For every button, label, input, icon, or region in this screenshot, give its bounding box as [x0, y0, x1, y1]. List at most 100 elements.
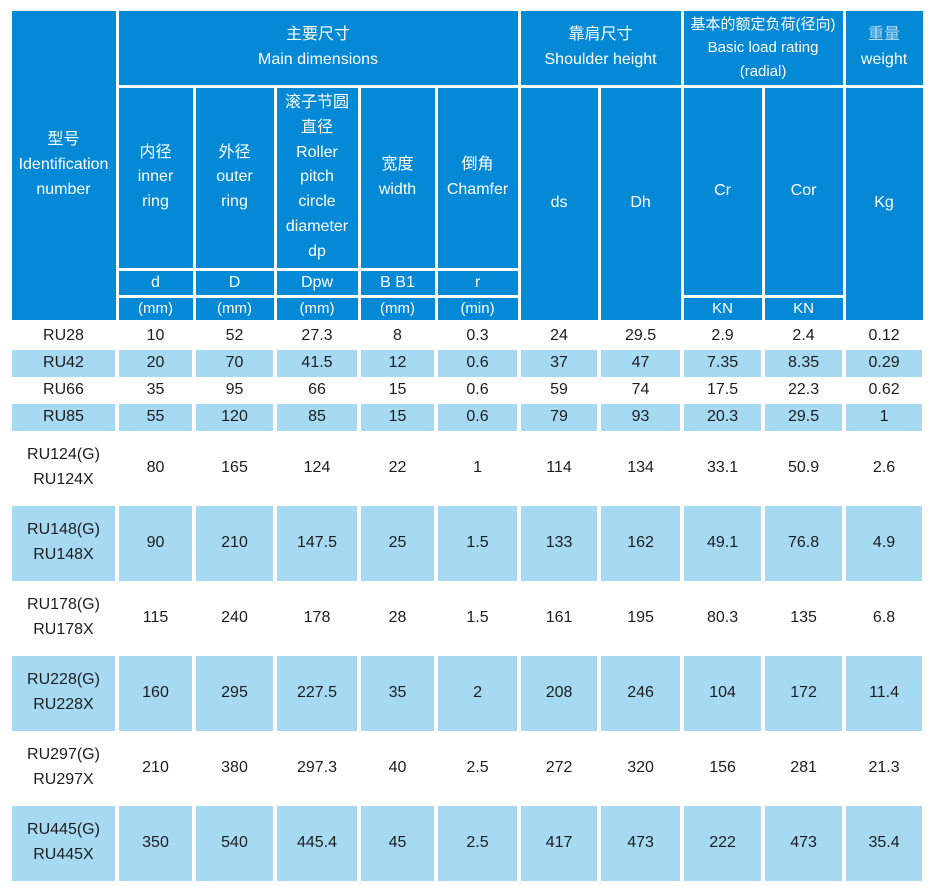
model-cell: RU85	[8, 403, 119, 431]
symbol-r: r	[434, 267, 521, 298]
value-cell: 7.35	[680, 349, 766, 377]
value-cell: 350	[115, 805, 196, 881]
value-cell: 4.9	[842, 505, 927, 581]
unit-dpw: (mm)	[273, 294, 361, 323]
header-ds: ds	[517, 84, 601, 323]
value-cell: 210	[192, 505, 277, 581]
value-cell: 2.4	[761, 321, 847, 350]
value-cell: 45	[357, 805, 438, 881]
value-cell: 20.3	[680, 403, 766, 431]
value-cell: 49.1	[680, 505, 766, 581]
table-row: RU445(G) RU445X 350 540 445.4 45 2.5 417 473 222…	[8, 805, 927, 881]
header-dh: Dh	[597, 84, 684, 323]
value-cell: 80.3	[680, 580, 766, 656]
value-cell: 28	[357, 580, 438, 656]
value-cell: 272	[517, 730, 602, 806]
value-cell: 195	[597, 580, 685, 656]
table-row: RU42 20 70 41.5 12 0.6 37 47 7.35 8.35 0.29	[8, 349, 927, 377]
value-cell: 20	[115, 349, 196, 377]
bearing-spec-table: 型号 Identification number 主要尺寸 Main dimen…	[8, 8, 927, 881]
model-cell: RU178(G) RU178X	[8, 580, 119, 656]
column-label-en: Roller pitch circle diameter dp	[285, 143, 349, 260]
model-cell: RU28	[8, 321, 119, 350]
value-cell: 35	[357, 655, 438, 731]
value-cell: 417	[517, 805, 602, 881]
value-cell: 15	[357, 403, 438, 431]
value-cell: 29.5	[761, 403, 847, 431]
value-cell: 124	[273, 430, 361, 506]
value-cell: 115	[115, 580, 196, 656]
value-cell: 161	[517, 580, 602, 656]
value-cell: 52	[192, 321, 277, 350]
table-row: RU66 35 95 66 15 0.6 59 74 17.5 22.3 0.62	[8, 376, 927, 404]
value-cell: 165	[192, 430, 277, 506]
group-label-zh: 重量	[868, 26, 901, 44]
header-unit-row: (mm) (mm) (mm) (mm) (min) KN KN	[10, 294, 924, 323]
value-cell: 162	[597, 505, 685, 581]
value-cell: 2.5	[433, 730, 522, 806]
value-cell: 297.3	[273, 730, 361, 806]
model-cell: RU297(G) RU297X	[8, 730, 119, 806]
value-cell: 95	[192, 376, 277, 404]
model-cell: RU445(G) RU445X	[8, 805, 119, 881]
value-cell: 0.6	[433, 349, 522, 377]
value-cell: 40	[357, 730, 438, 806]
header-cor: Cor	[761, 84, 846, 298]
value-cell: 295	[192, 655, 277, 731]
value-cell: 160	[115, 655, 196, 731]
header-column-row: 内径 inner ring 外径 outer ring 滚子节圆直径 Rolle…	[10, 84, 926, 323]
value-cell: 59	[517, 376, 602, 404]
value-cell: 240	[192, 580, 277, 656]
value-cell: 0.12	[842, 321, 927, 350]
value-cell: 473	[761, 805, 847, 881]
table-row: RU148(G) RU148X 90 210 147.5 25 1.5 133 162 49.1…	[8, 505, 927, 581]
value-cell: 66	[273, 376, 361, 404]
column-label-zh: 内径	[139, 143, 172, 161]
value-cell: 90	[115, 505, 196, 581]
unit-r: (min)	[434, 294, 521, 323]
unit-d: (mm)	[115, 294, 196, 323]
value-cell: 8	[357, 321, 438, 350]
value-cell: 15	[357, 376, 438, 404]
header-outer-ring: 外径 outer ring	[192, 84, 277, 271]
value-cell: 24	[517, 321, 602, 350]
value-cell: 6.8	[842, 580, 927, 656]
value-cell: 17.5	[680, 376, 766, 404]
value-cell: 134	[597, 430, 685, 506]
value-cell: 41.5	[273, 349, 361, 377]
table-row: RU228(G) RU228X 160 295 227.5 35 2 208 246 104 17…	[8, 655, 927, 731]
header-roller-pitch-diameter: 滚子节圆直径 Roller pitch circle diameter dp	[273, 84, 361, 271]
symbol-d: d	[115, 267, 196, 298]
value-cell: 281	[761, 730, 847, 806]
value-cell: 93	[597, 403, 685, 431]
header-group-row: 型号 Identification number 主要尺寸 Main dimen…	[8, 8, 926, 323]
value-cell: 540	[192, 805, 277, 881]
table-body: RU28 10 52 27.3 8 0.3 24 29.5 2.9 2.4 0.12 RU42 20 70…	[8, 321, 927, 881]
value-cell: 147.5	[273, 505, 361, 581]
value-cell: 76.8	[761, 505, 847, 581]
group-label-en: Shoulder height	[544, 50, 657, 68]
value-cell: 210	[115, 730, 196, 806]
identification-label-zh: 型号	[47, 131, 80, 149]
value-cell: 1	[842, 403, 927, 431]
value-cell: 50.9	[761, 430, 847, 506]
header-chamfer: 倒角 Chamfer	[434, 84, 521, 271]
table-row: RU297(G) RU297X 210 380 297.3 40 2.5 272 320 156…	[8, 730, 927, 806]
value-cell: 37	[517, 349, 602, 377]
group-label-zh: 主要尺寸	[286, 26, 351, 44]
value-cell: 12	[357, 349, 438, 377]
table-header: 型号 Identification number 主要尺寸 Main dimen…	[8, 8, 926, 323]
model-cell: RU228(G) RU228X	[8, 655, 119, 731]
value-cell: 2.9	[680, 321, 766, 350]
column-label-zh: 滚子节圆直径	[284, 93, 349, 136]
value-cell: 172	[761, 655, 847, 731]
model-cell: RU124(G) RU124X	[8, 430, 119, 506]
value-cell: 11.4	[842, 655, 927, 731]
value-cell: 114	[517, 430, 602, 506]
value-cell: 135	[761, 580, 847, 656]
value-cell: 33.1	[680, 430, 766, 506]
group-label-zh: 基本的额定负荷(径向)	[690, 16, 836, 33]
value-cell: 156	[680, 730, 766, 806]
group-label-en: Main dimensions	[257, 50, 379, 68]
unit-b-b1: (mm)	[357, 294, 438, 323]
